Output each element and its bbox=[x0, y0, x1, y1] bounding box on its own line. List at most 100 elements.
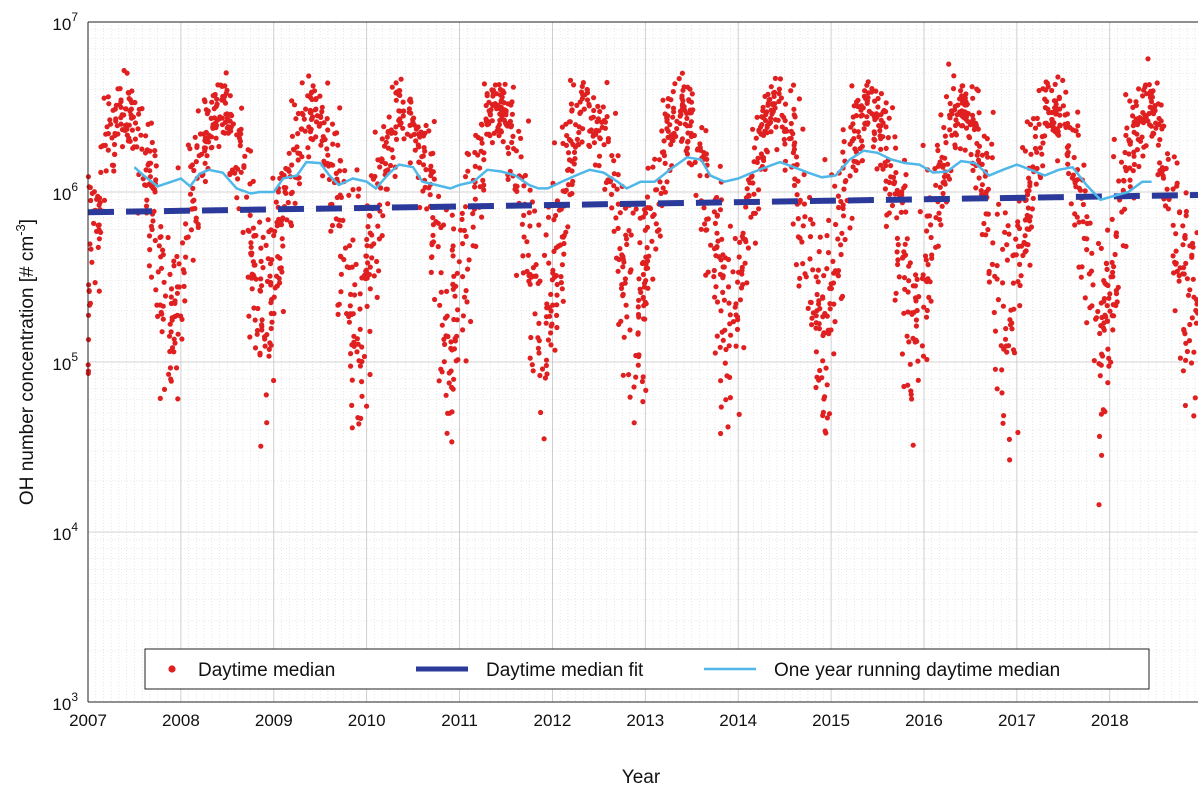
data-point bbox=[478, 121, 484, 127]
data-point bbox=[667, 122, 673, 128]
data-point bbox=[842, 179, 848, 185]
data-point bbox=[838, 251, 844, 258]
data-point bbox=[159, 329, 165, 335]
data-point bbox=[390, 154, 396, 161]
data-point bbox=[545, 337, 552, 343]
data-point bbox=[160, 316, 166, 322]
data-point bbox=[357, 363, 363, 369]
data-point bbox=[397, 122, 403, 128]
data-point bbox=[1098, 300, 1104, 306]
data-point bbox=[292, 200, 298, 206]
data-point bbox=[1177, 355, 1183, 361]
data-point bbox=[324, 146, 330, 152]
data-point bbox=[364, 303, 370, 309]
data-point bbox=[1150, 111, 1157, 117]
data-point bbox=[413, 126, 419, 132]
data-point bbox=[983, 189, 989, 195]
data-point bbox=[1157, 160, 1163, 166]
y-tick-base: 10 bbox=[52, 185, 71, 204]
data-point bbox=[1036, 87, 1042, 94]
data-point bbox=[527, 187, 533, 193]
data-point bbox=[1184, 276, 1190, 282]
data-point bbox=[1140, 153, 1146, 159]
data-point bbox=[313, 96, 319, 102]
data-point bbox=[437, 302, 443, 308]
data-point bbox=[1148, 99, 1155, 105]
data-point bbox=[359, 344, 365, 350]
data-point bbox=[636, 352, 642, 358]
data-point bbox=[466, 257, 472, 263]
data-point bbox=[143, 182, 149, 188]
data-point bbox=[893, 290, 899, 296]
data-point bbox=[266, 353, 272, 359]
data-point bbox=[928, 298, 934, 304]
data-point bbox=[786, 136, 793, 142]
data-point bbox=[1029, 206, 1035, 212]
data-point bbox=[104, 124, 110, 130]
data-point bbox=[1052, 105, 1058, 111]
data-point bbox=[477, 165, 483, 171]
data-point bbox=[219, 83, 225, 89]
y-tick-exponent: 5 bbox=[71, 350, 78, 364]
data-point bbox=[279, 269, 285, 275]
data-point bbox=[657, 233, 663, 239]
data-point bbox=[612, 110, 619, 116]
data-point bbox=[1146, 110, 1152, 117]
data-point bbox=[1056, 95, 1062, 102]
data-point bbox=[878, 112, 884, 118]
data-point bbox=[1010, 280, 1017, 286]
data-point bbox=[797, 275, 803, 281]
data-point bbox=[1119, 209, 1125, 215]
data-point bbox=[813, 313, 819, 319]
data-point bbox=[774, 147, 780, 153]
data-point bbox=[481, 157, 487, 163]
data-point bbox=[537, 278, 543, 284]
data-point bbox=[174, 312, 180, 318]
data-point bbox=[366, 212, 372, 219]
data-point bbox=[864, 100, 870, 106]
data-point bbox=[337, 192, 343, 198]
data-point bbox=[1008, 307, 1014, 313]
data-point bbox=[643, 261, 649, 267]
data-point bbox=[644, 245, 650, 251]
data-point bbox=[458, 227, 464, 233]
data-point bbox=[1130, 104, 1136, 110]
data-point bbox=[984, 150, 990, 156]
data-point bbox=[662, 160, 668, 166]
data-point bbox=[627, 327, 633, 333]
data-point bbox=[901, 383, 907, 390]
data-point bbox=[928, 222, 934, 228]
data-point bbox=[894, 249, 900, 255]
data-point bbox=[864, 82, 870, 88]
data-point bbox=[797, 197, 803, 203]
data-point bbox=[364, 243, 370, 249]
data-point bbox=[994, 211, 1000, 217]
data-point bbox=[799, 239, 805, 245]
data-point bbox=[660, 185, 666, 191]
data-point bbox=[633, 374, 639, 380]
data-point bbox=[623, 302, 629, 308]
data-point bbox=[497, 86, 503, 93]
data-point bbox=[597, 108, 603, 115]
data-point bbox=[298, 126, 304, 132]
data-point bbox=[820, 314, 826, 320]
data-point bbox=[185, 142, 191, 148]
data-point bbox=[630, 210, 636, 216]
data-point bbox=[479, 214, 485, 220]
data-point bbox=[1139, 134, 1145, 140]
data-point bbox=[594, 119, 600, 125]
data-point bbox=[627, 269, 633, 275]
data-point bbox=[943, 94, 950, 100]
data-point bbox=[422, 184, 428, 190]
y-tick-label: 107 bbox=[52, 10, 78, 34]
data-point bbox=[892, 134, 898, 140]
data-point bbox=[1111, 154, 1117, 160]
data-point bbox=[1104, 266, 1110, 272]
data-point bbox=[496, 122, 502, 128]
data-point bbox=[337, 158, 344, 164]
data-point bbox=[1162, 203, 1169, 209]
data-point bbox=[378, 158, 384, 164]
data-point bbox=[822, 394, 828, 400]
data-point bbox=[439, 322, 445, 328]
data-point bbox=[1126, 151, 1132, 157]
